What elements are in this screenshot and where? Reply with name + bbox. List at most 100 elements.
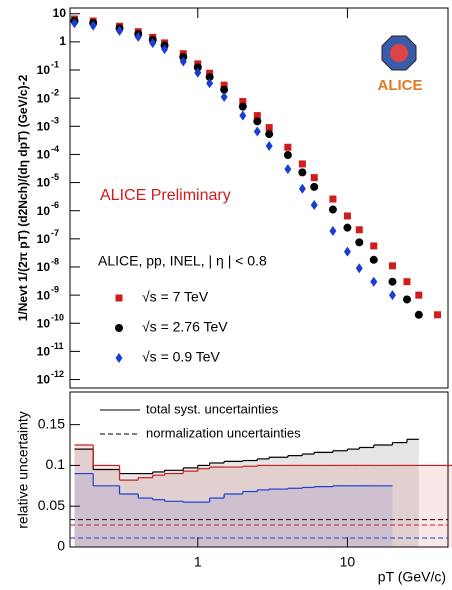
uncertainty-band xyxy=(437,465,452,547)
uncertainty-band xyxy=(406,439,419,547)
uncertainty-band xyxy=(152,471,165,547)
uncertainty-band xyxy=(224,493,243,547)
marker xyxy=(298,183,306,194)
y-tick-exponent: -1 xyxy=(51,59,59,69)
uncertainty-band xyxy=(359,447,374,547)
legend-text: √s = 0.9 TeV xyxy=(142,349,221,365)
marker xyxy=(388,262,396,270)
legend-text: √s = 2.76 TeV xyxy=(142,319,228,335)
marker xyxy=(115,353,123,363)
uncertainty-band xyxy=(183,502,198,547)
uncertainty-band xyxy=(302,465,315,547)
y-tick-label: 10 xyxy=(37,288,51,302)
uncertainty-band xyxy=(347,485,360,547)
marker xyxy=(265,130,274,139)
uncertainty-band xyxy=(152,499,165,547)
uncertainty-band xyxy=(138,498,153,547)
uncertainty-band xyxy=(347,449,360,547)
marker xyxy=(284,164,292,175)
y-tick-label: 0 xyxy=(57,538,65,554)
y-tick-exponent: -9 xyxy=(51,284,59,294)
uncertainty-band xyxy=(257,465,270,547)
top-frame xyxy=(69,7,449,389)
marker xyxy=(239,110,247,121)
uncertainty-band xyxy=(257,489,270,547)
marker xyxy=(265,140,273,151)
marker xyxy=(388,290,396,301)
marker xyxy=(239,98,247,106)
marker xyxy=(310,174,318,182)
marker xyxy=(253,112,261,120)
uncertainty-band xyxy=(392,442,407,547)
y-tick-exponent: -6 xyxy=(51,200,59,210)
uncertainty-band xyxy=(242,466,258,547)
marker xyxy=(355,226,363,234)
uncertainty-band xyxy=(152,475,165,547)
y-tick-label: 0.05 xyxy=(38,497,65,513)
marker xyxy=(115,294,123,302)
uncertainty-band xyxy=(373,485,393,547)
marker xyxy=(205,73,214,82)
uncertainty-band xyxy=(93,485,120,547)
marker xyxy=(298,168,307,177)
x-axis-title: pT (GeV/c) xyxy=(378,569,446,585)
legend-text: normalization uncertainties xyxy=(146,425,301,440)
marker xyxy=(310,182,319,191)
uncertainty-band xyxy=(287,455,303,547)
uncertainty-band xyxy=(418,465,438,547)
marker xyxy=(149,38,157,49)
y-tick-label: 10 xyxy=(37,204,51,218)
uncertainty-band xyxy=(164,501,184,547)
y-axis-title: 1/Nevt 1/(2π pT) (d2Nch)/(dη dpT) (GeV/c… xyxy=(16,74,30,321)
marker xyxy=(253,126,261,137)
y-tick-label: 10 xyxy=(37,232,51,246)
marker xyxy=(328,205,337,214)
marker xyxy=(329,225,337,236)
marker xyxy=(89,20,97,31)
marker xyxy=(265,124,273,132)
marker xyxy=(343,223,352,232)
marker xyxy=(343,212,351,220)
marker xyxy=(115,324,123,332)
y-axis-title: relative uncertainty xyxy=(15,411,31,529)
uncertainty-band xyxy=(119,493,139,547)
uncertainty-band xyxy=(257,458,270,547)
uncertainty-band xyxy=(392,465,407,547)
marker xyxy=(370,276,378,287)
marker xyxy=(220,91,228,102)
y-tick-label: 10 xyxy=(37,176,51,190)
marker xyxy=(414,310,423,319)
marker xyxy=(415,291,423,299)
uncertainty-band xyxy=(209,462,225,547)
marker xyxy=(355,238,364,247)
marker xyxy=(161,44,169,55)
uncertainty-band xyxy=(183,467,198,547)
y-tick-label: 0.15 xyxy=(38,415,65,431)
uncertainty-band xyxy=(74,445,94,547)
y-tick-label: 10 xyxy=(37,91,51,105)
uncertainty-band xyxy=(138,473,153,547)
marker xyxy=(284,143,292,151)
y-tick-label: 1 xyxy=(59,34,66,48)
uncertainty-band xyxy=(287,488,303,547)
marker xyxy=(70,18,78,29)
legend-text: √s = 7 TeV xyxy=(142,289,209,305)
uncertainty-band xyxy=(164,473,184,547)
uncertainty-band xyxy=(269,489,288,547)
marker xyxy=(343,246,351,257)
marker xyxy=(193,63,202,72)
y-tick-label: 10 xyxy=(37,345,51,359)
uncertainty-band xyxy=(138,477,153,547)
uncertainty-band xyxy=(314,465,333,547)
uncertainty-band xyxy=(302,454,315,547)
marker xyxy=(434,311,442,319)
uncertainty-band xyxy=(224,461,243,547)
y-tick-exponent: -4 xyxy=(51,144,59,154)
uncertainty-band xyxy=(93,465,120,547)
y-tick-exponent: -7 xyxy=(51,228,59,238)
uncertainty-band xyxy=(209,467,225,547)
x-tick-label: 1 xyxy=(194,554,202,570)
uncertainty-band xyxy=(347,465,360,547)
legend-text: total syst. uncertainties xyxy=(146,401,279,416)
marker xyxy=(388,277,397,286)
